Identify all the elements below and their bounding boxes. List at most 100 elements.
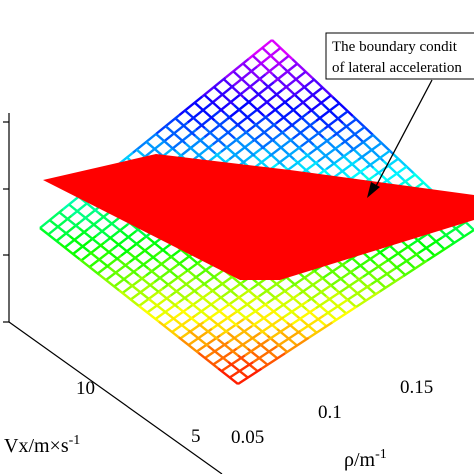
mesh-line — [353, 252, 379, 271]
mesh-line — [118, 259, 140, 277]
mesh-line — [117, 228, 140, 247]
mesh-line — [322, 103, 344, 125]
mesh-line — [315, 271, 337, 291]
y-tick-label: 10 — [76, 378, 95, 399]
mesh-line — [260, 352, 286, 370]
mesh-line — [237, 354, 259, 373]
mesh-line — [258, 88, 284, 110]
mesh-line — [88, 250, 110, 269]
mesh-line — [332, 118, 357, 138]
mesh-line — [340, 126, 366, 146]
mesh-line — [226, 271, 248, 291]
x-tick-label: 0.05 — [231, 427, 264, 448]
mesh-line — [365, 149, 391, 169]
mesh-line — [216, 278, 239, 298]
mesh-line — [203, 304, 228, 324]
mesh-line — [298, 277, 324, 296]
mesh-line — [107, 235, 130, 254]
mesh-line — [97, 211, 120, 230]
mesh-line — [158, 320, 180, 339]
mesh-line — [211, 125, 237, 146]
mesh-line — [260, 130, 286, 150]
mesh-line — [128, 243, 154, 264]
mesh-line — [184, 109, 206, 130]
mesh-line — [251, 309, 277, 328]
mesh-line — [237, 367, 263, 386]
mesh-line — [194, 135, 217, 155]
mesh-line — [204, 127, 226, 147]
mesh-line — [213, 119, 236, 140]
mesh-line — [187, 329, 209, 348]
mesh-line — [417, 236, 443, 255]
mesh-line — [321, 261, 347, 280]
mesh-line — [325, 151, 351, 171]
mesh-line — [252, 88, 275, 110]
mesh-line — [246, 318, 269, 337]
mesh-line — [441, 221, 467, 239]
mesh-line — [243, 129, 266, 150]
y-axis-line — [8, 321, 223, 474]
mesh-line — [186, 269, 209, 288]
mesh-line — [229, 360, 254, 379]
mesh-line — [169, 277, 195, 297]
mesh-line — [216, 308, 239, 327]
mesh-line — [242, 62, 264, 83]
mesh-line — [118, 289, 140, 307]
mesh-line — [291, 120, 317, 140]
mesh-line — [222, 78, 245, 99]
mesh-line — [128, 282, 150, 300]
mesh-line — [147, 236, 169, 255]
mesh-line — [372, 134, 395, 155]
mesh-line — [197, 322, 219, 341]
mesh-line — [253, 122, 276, 143]
mesh-line — [315, 291, 340, 310]
mesh-line — [178, 284, 204, 304]
axis-lines — [8, 113, 223, 474]
mesh-line — [306, 94, 332, 115]
mesh-line — [186, 291, 212, 310]
mesh-line — [78, 258, 101, 276]
mesh-line — [347, 283, 372, 301]
annotation-line-2: of lateral acceleration — [332, 60, 462, 76]
mesh-line — [68, 203, 90, 222]
mesh-line — [273, 140, 296, 161]
mesh-line — [267, 322, 293, 341]
mesh-line — [251, 54, 274, 76]
mesh-line — [244, 338, 270, 357]
mesh-line — [167, 313, 190, 332]
mesh-line — [227, 325, 253, 344]
mesh-line — [236, 147, 262, 168]
mesh-line — [137, 244, 159, 263]
mesh-line — [331, 96, 354, 117]
mesh-line — [276, 329, 302, 348]
mesh-line — [227, 331, 249, 350]
mesh-line — [276, 145, 302, 165]
mesh-line — [285, 152, 311, 173]
mesh-line — [203, 117, 229, 139]
mesh-line — [220, 132, 245, 153]
mesh-line — [276, 298, 298, 317]
mesh-line — [271, 39, 294, 60]
mesh-line — [236, 295, 258, 314]
mesh-line — [59, 242, 81, 261]
mesh-line — [394, 252, 420, 270]
mesh-line — [95, 216, 121, 237]
mesh-line — [48, 219, 71, 237]
mesh-line — [300, 127, 326, 148]
mesh-line — [127, 251, 150, 270]
mesh-line — [145, 257, 170, 277]
mesh-line — [243, 302, 268, 321]
mesh-line — [108, 266, 130, 285]
mesh-line — [87, 209, 112, 231]
mesh-line — [224, 57, 250, 79]
mesh-line — [227, 360, 249, 379]
mesh-line — [273, 62, 298, 84]
mesh-line — [217, 367, 239, 385]
mesh-line — [298, 86, 324, 107]
mesh-line — [302, 118, 325, 139]
mesh-line — [378, 275, 404, 293]
mesh-line — [323, 298, 349, 317]
annotation: The boundary condit of lateral accelerat… — [325, 32, 474, 198]
mesh-line — [284, 336, 310, 355]
